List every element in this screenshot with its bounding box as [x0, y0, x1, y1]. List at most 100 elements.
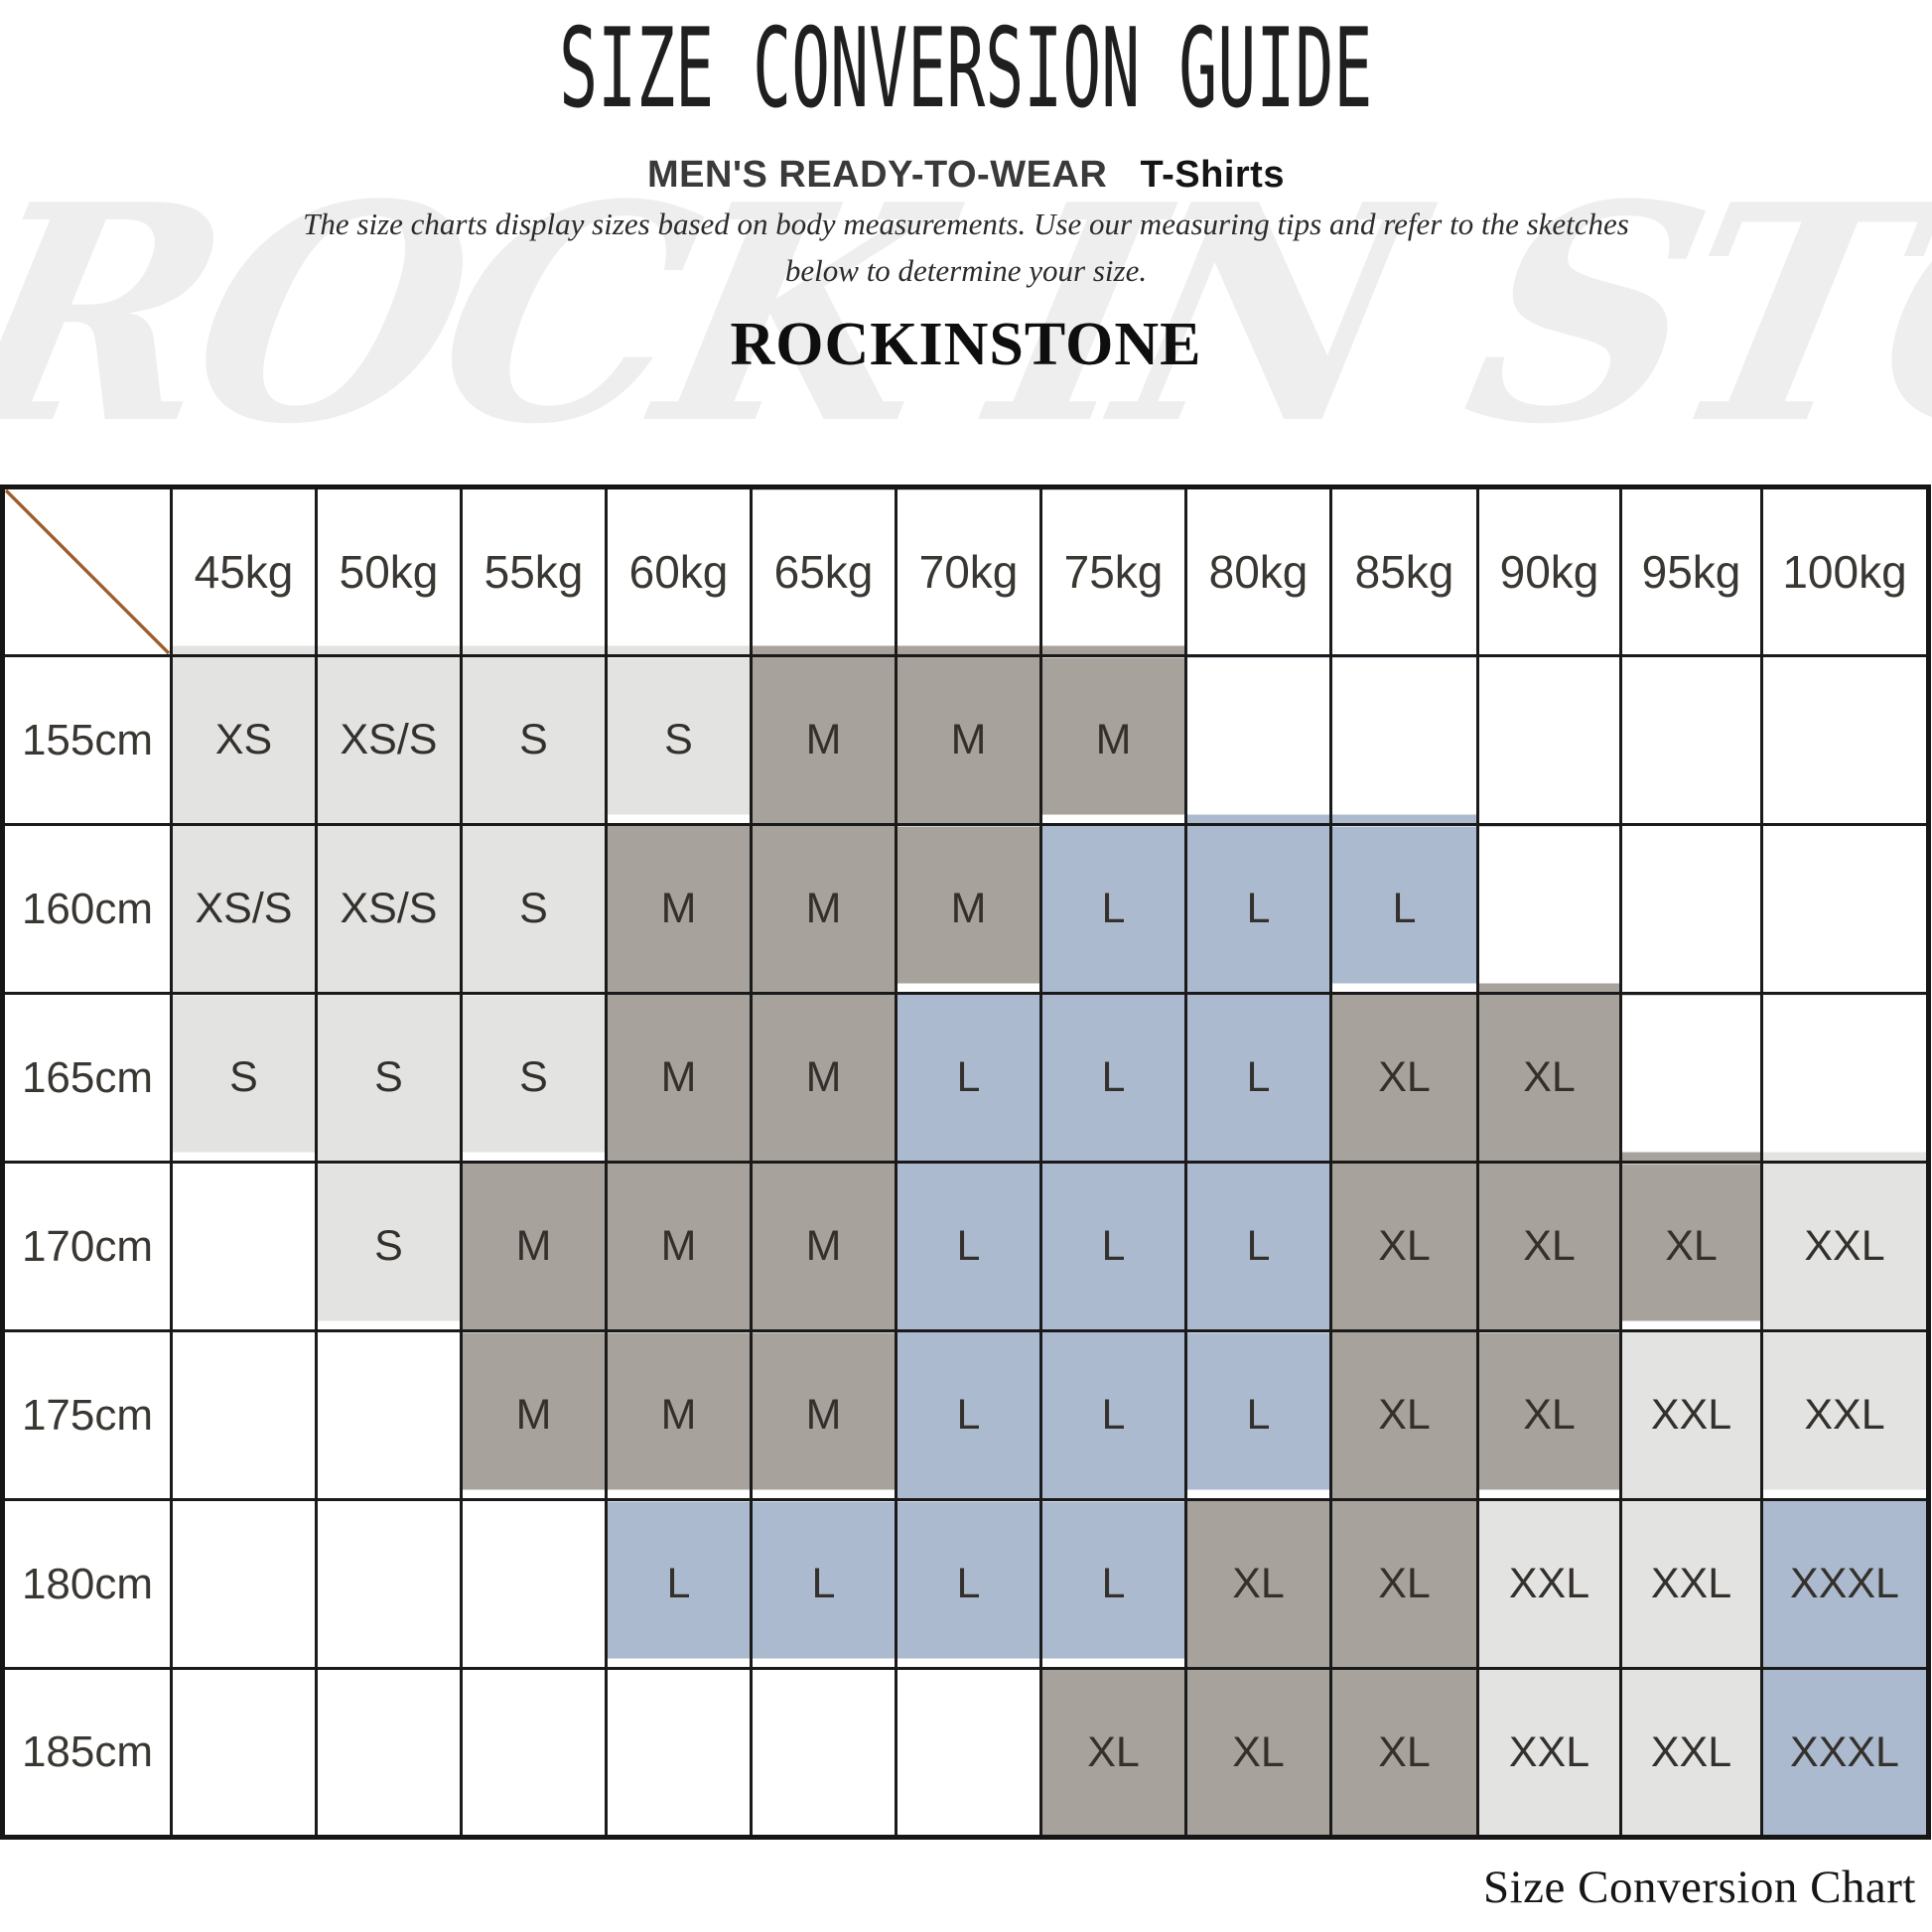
table-row-160cm: 160cm XS/S XS/S S M M M L L L [1, 823, 1930, 995]
height-label-185cm: 185cm [1, 1667, 173, 1839]
subtitle-product: T-Shirts [1140, 154, 1285, 196]
size-cell-165cm-90kg: XL [1476, 992, 1622, 1164]
size-cell-155cm-70kg: M [895, 654, 1042, 826]
size-cell-155cm-65kg: M [750, 654, 897, 826]
table-row-175cm: 175cm M M M L L L XL XL XXL XXL [1, 1329, 1930, 1501]
size-cell-180cm-80kg: XL [1184, 1498, 1332, 1670]
weight-header-95kg: 95kg [1619, 485, 1763, 657]
size-cell-175cm-100kg: XXL [1760, 1329, 1930, 1501]
weight-header-60kg: 60kg [605, 485, 753, 657]
size-cell-185cm-100kg: XXXL [1760, 1667, 1930, 1839]
size-cell-175cm-75kg: L [1039, 1329, 1187, 1501]
size-cell-170cm-55kg: M [460, 1161, 608, 1332]
weight-header-80kg: 80kg [1184, 485, 1332, 657]
size-cell-160cm-45kg: XS/S [170, 823, 318, 995]
weight-header-45kg: 45kg [170, 485, 318, 657]
weight-header-55kg: 55kg [460, 485, 608, 657]
size-cell-165cm-85kg: XL [1329, 992, 1479, 1164]
weight-header-75kg: 75kg [1039, 485, 1187, 657]
table-body: 155cm XS XS/S S S M M M 160cm XS/S XS/S S M M M L L L 165c… [1, 654, 1930, 1839]
weight-header-70kg: 70kg [895, 485, 1042, 657]
size-cell-180cm-75kg: L [1039, 1498, 1187, 1670]
size-cell-160cm-65kg: M [750, 823, 897, 995]
size-cell-165cm-65kg: M [750, 992, 897, 1164]
size-cell-185cm-70kg [895, 1667, 1042, 1839]
size-cell-155cm-50kg: XS/S [315, 654, 463, 826]
size-cell-160cm-60kg: M [605, 823, 753, 995]
corner-cell [1, 485, 173, 657]
size-cell-180cm-95kg: XXL [1619, 1498, 1763, 1670]
size-cell-155cm-100kg [1760, 654, 1930, 826]
size-cell-185cm-55kg [460, 1667, 608, 1839]
table-row-170cm: 170cm S M M M L L L XL XL XL XXL [1, 1161, 1930, 1332]
description-line-1: The size charts display sizes based on b… [303, 207, 1629, 241]
size-cell-180cm-65kg: L [750, 1498, 897, 1670]
description-text: The size charts display sizes based on b… [0, 201, 1932, 294]
size-cell-170cm-60kg: M [605, 1161, 753, 1332]
size-cell-160cm-70kg: M [895, 823, 1042, 995]
size-cell-175cm-65kg: M [750, 1329, 897, 1501]
size-cell-170cm-50kg: S [315, 1161, 463, 1332]
size-cell-160cm-55kg: S [460, 823, 608, 995]
size-cell-185cm-75kg: XL [1039, 1667, 1187, 1839]
size-cell-165cm-95kg [1619, 992, 1763, 1164]
size-cell-155cm-60kg: S [605, 654, 753, 826]
size-cell-170cm-85kg: XL [1329, 1161, 1479, 1332]
size-cell-185cm-50kg [315, 1667, 463, 1839]
size-cell-180cm-50kg [315, 1498, 463, 1670]
page-subtitle: MEN'S READY-TO-WEAR T-Shirts [0, 154, 1932, 197]
size-cell-180cm-70kg: L [895, 1498, 1042, 1670]
size-cell-155cm-55kg: S [460, 654, 608, 826]
table-row-185cm: 185cm XL XL XL XXL XXL XXXL [1, 1667, 1930, 1839]
weight-header-row: 45kg 50kg 55kg 60kg 65kg 70kg 75kg 80kg 85kg 90kg… [1, 485, 1930, 657]
weight-header-85kg: 85kg [1329, 485, 1479, 657]
size-cell-185cm-95kg: XXL [1619, 1667, 1763, 1839]
size-cell-175cm-80kg: L [1184, 1329, 1332, 1501]
size-cell-155cm-95kg [1619, 654, 1763, 826]
size-cell-185cm-65kg [750, 1667, 897, 1839]
size-cell-170cm-95kg: XL [1619, 1161, 1763, 1332]
size-cell-185cm-85kg: XL [1329, 1667, 1479, 1839]
size-cell-175cm-95kg: XXL [1619, 1329, 1763, 1501]
size-cell-165cm-100kg [1760, 992, 1930, 1164]
size-cell-160cm-50kg: XS/S [315, 823, 463, 995]
weight-header-50kg: 50kg [315, 485, 463, 657]
size-cell-175cm-90kg: XL [1476, 1329, 1622, 1501]
table-row-180cm: 180cm L L L L XL XL XXL XXL XXXL [1, 1498, 1930, 1670]
weight-header-100kg: 100kg [1760, 485, 1930, 657]
size-conversion-table: 45kg 50kg 55kg 60kg 65kg 70kg 75kg 80kg 85kg 90kg… [0, 484, 1931, 1840]
size-cell-180cm-45kg [170, 1498, 318, 1670]
weight-header-65kg: 65kg [750, 485, 897, 657]
table-head: 45kg 50kg 55kg 60kg 65kg 70kg 75kg 80kg 85kg 90kg… [1, 485, 1930, 657]
subtitle-spacer [1118, 154, 1129, 196]
height-label-155cm: 155cm [1, 654, 173, 826]
size-cell-180cm-55kg [460, 1498, 608, 1670]
size-cell-180cm-100kg: XXXL [1760, 1498, 1930, 1670]
size-cell-155cm-75kg: M [1039, 654, 1187, 826]
height-label-180cm: 180cm [1, 1498, 173, 1670]
brand-name: ROCKINSTONE [730, 311, 1202, 378]
size-cell-155cm-85kg [1329, 654, 1479, 826]
size-cell-185cm-45kg [170, 1667, 318, 1839]
size-cell-165cm-75kg: L [1039, 992, 1187, 1164]
size-cell-170cm-100kg: XXL [1760, 1161, 1930, 1332]
size-cell-185cm-60kg [605, 1667, 753, 1839]
size-cell-175cm-55kg: M [460, 1329, 608, 1501]
size-cell-165cm-55kg: S [460, 992, 608, 1164]
page-title: SIZE CONVERSION GUIDE [559, 6, 1373, 133]
description-line-2: below to determine your size. [784, 253, 1148, 288]
size-cell-155cm-90kg [1476, 654, 1622, 826]
size-cell-165cm-50kg: S [315, 992, 463, 1164]
size-cell-180cm-85kg: XL [1329, 1498, 1479, 1670]
table-row-165cm: 165cm S S S M M L L L XL XL [1, 992, 1930, 1164]
size-cell-170cm-90kg: XL [1476, 1161, 1622, 1332]
height-label-160cm: 160cm [1, 823, 173, 995]
size-cell-180cm-60kg: L [605, 1498, 753, 1670]
size-cell-155cm-45kg: XS [170, 654, 318, 826]
size-cell-175cm-85kg: XL [1329, 1329, 1479, 1501]
chart-caption: Size Conversion Chart [1482, 1862, 1916, 1913]
weight-header-90kg: 90kg [1476, 485, 1622, 657]
height-label-170cm: 170cm [1, 1161, 173, 1332]
size-cell-170cm-45kg [170, 1161, 318, 1332]
